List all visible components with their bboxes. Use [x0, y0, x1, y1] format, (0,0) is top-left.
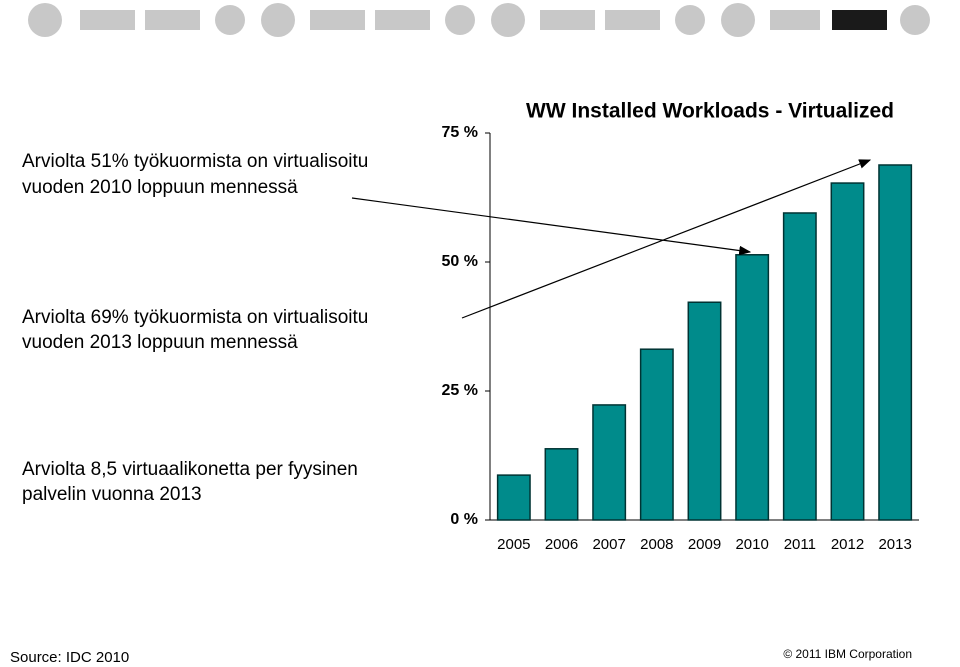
x-tick-label: 2005 [497, 536, 530, 553]
bar [592, 404, 627, 521]
x-tick-label: 2008 [640, 536, 673, 553]
y-tick-label: 25 % [442, 382, 478, 399]
copyright: © 2011 IBM Corporation [783, 647, 912, 661]
annotation: Arviolta 8,5 virtuaalikonetta per fyysin… [22, 459, 358, 480]
bar [782, 212, 817, 521]
annotation: Arviolta 69% työkuormista on virtualisoi… [22, 307, 368, 328]
x-tick-label: 2007 [592, 536, 625, 553]
source: Source: IDC 2010 [10, 649, 129, 666]
bar [544, 448, 579, 521]
chart-title: WW Installed Workloads - Virtualized [526, 100, 894, 123]
bar [496, 474, 531, 521]
bar [878, 164, 913, 521]
x-tick-label: 2011 [784, 536, 816, 553]
bar [830, 182, 865, 521]
y-tick-label: 75 % [442, 124, 478, 141]
plot: 0 % 25 % 50 % 75 % 2005 2006 2007 2008 2009 2010 2… [442, 124, 919, 553]
annotation: vuoden 2010 loppuun mennessä [22, 177, 298, 198]
bar [639, 348, 674, 521]
y-tick-label: 50 % [442, 253, 478, 270]
x-tick-label: 2013 [878, 536, 911, 553]
annotation: Arviolta 51% työkuormista on virtualisoi… [22, 151, 368, 172]
x-tick-label: 2010 [735, 536, 768, 553]
x-tick-label: 2006 [545, 536, 578, 553]
bar [687, 301, 722, 521]
annotation: vuoden 2013 loppuun mennessä [22, 332, 298, 353]
arrow [351, 197, 752, 256]
y-tick-label: 0 % [450, 511, 478, 528]
annotation: palvelin vuonna 2013 [22, 484, 202, 505]
x-tick-label: 2009 [688, 536, 721, 553]
bar [735, 254, 770, 521]
header-band [0, 0, 960, 42]
arrow [461, 159, 872, 319]
x-tick-label: 2012 [831, 536, 864, 553]
